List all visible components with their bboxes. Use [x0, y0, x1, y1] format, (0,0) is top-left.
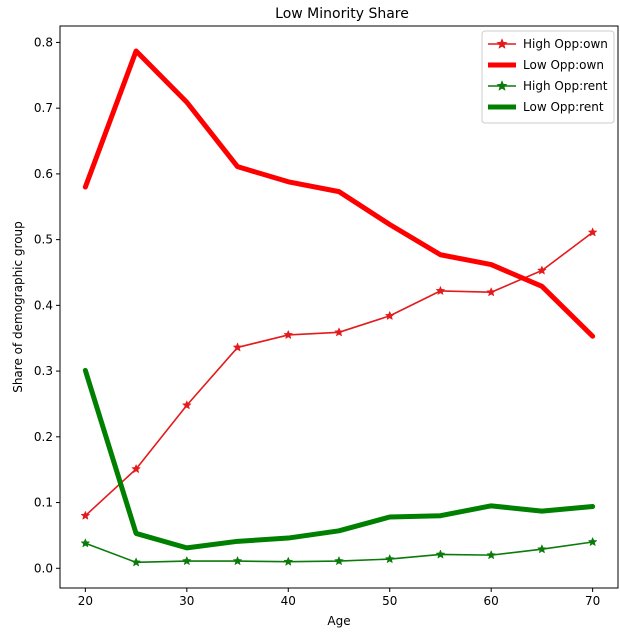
series-line — [82, 48, 596, 339]
series-line — [82, 367, 596, 551]
y-tick-label: 0.7 — [34, 101, 53, 115]
legend-label: High Opp:rent — [523, 79, 608, 93]
x-tick-label: 60 — [484, 594, 499, 608]
legend-item: Low Opp:own — [488, 58, 604, 72]
x-tick-label: 50 — [382, 594, 397, 608]
x-tick-label: 30 — [179, 594, 194, 608]
data-point — [232, 555, 243, 566]
chart-title: Low Minority Share — [275, 6, 409, 22]
data-point — [486, 549, 497, 560]
axes: 20 30 40 50 60 70 0.0 0.1 0.2 0.3 0.4 0.5 0.6 0.7 0.8 — [34, 35, 600, 608]
data-point — [232, 342, 243, 352]
y-tick-label: 0.3 — [34, 364, 53, 378]
data-point — [181, 400, 192, 410]
series-0 — [80, 227, 598, 520]
data-point — [283, 556, 294, 566]
plot-area — [80, 48, 598, 567]
legend-marker — [496, 38, 508, 49]
data-point — [384, 553, 395, 564]
data-point — [537, 265, 547, 275]
legend-label: Low Opp:own — [523, 58, 604, 72]
x-tick-label: 40 — [281, 594, 296, 608]
x-tick-label: 70 — [585, 594, 600, 608]
y-axis-title: Share of demographic group — [11, 221, 25, 393]
y-tick-label: 0.6 — [34, 167, 53, 181]
data-point — [435, 549, 446, 559]
legend-marker — [496, 80, 508, 91]
data-point — [334, 555, 344, 566]
data-point — [283, 329, 294, 340]
series-1 — [82, 48, 596, 339]
data-point — [384, 310, 395, 321]
data-point — [80, 538, 91, 548]
legend-label: Low Opp:rent — [523, 100, 604, 114]
data-point — [131, 557, 141, 567]
y-tick-label: 0.1 — [34, 496, 53, 510]
x-axis-title: Age — [327, 614, 350, 628]
legend-label: High Opp:own — [523, 37, 608, 51]
data-point — [435, 285, 446, 296]
x-tick-label: 20 — [78, 594, 93, 608]
data-point — [587, 536, 598, 547]
data-point — [486, 287, 497, 297]
legend-item: High Opp:rent — [488, 79, 608, 93]
y-tick-label: 0.2 — [34, 430, 53, 444]
plot-frame — [59, 25, 619, 589]
y-tick-label: 0.5 — [34, 233, 53, 247]
y-tick-label: 0.4 — [34, 298, 53, 312]
data-point — [80, 510, 91, 520]
y-tick-label: 0.0 — [34, 561, 53, 575]
data-point — [181, 555, 192, 566]
data-point — [334, 327, 344, 337]
series-3 — [82, 367, 596, 551]
legend: High Opp:own Low Opp:own High Opp:rent Low … — [481, 30, 615, 124]
data-point — [131, 463, 141, 474]
legend-item: Low Opp:rent — [488, 100, 604, 114]
y-tick-label: 0.8 — [34, 35, 53, 49]
legend-box — [481, 30, 615, 124]
data-point — [537, 544, 547, 554]
data-point — [587, 227, 598, 237]
series-2 — [80, 536, 598, 567]
legend-item: High Opp:own — [488, 37, 608, 51]
